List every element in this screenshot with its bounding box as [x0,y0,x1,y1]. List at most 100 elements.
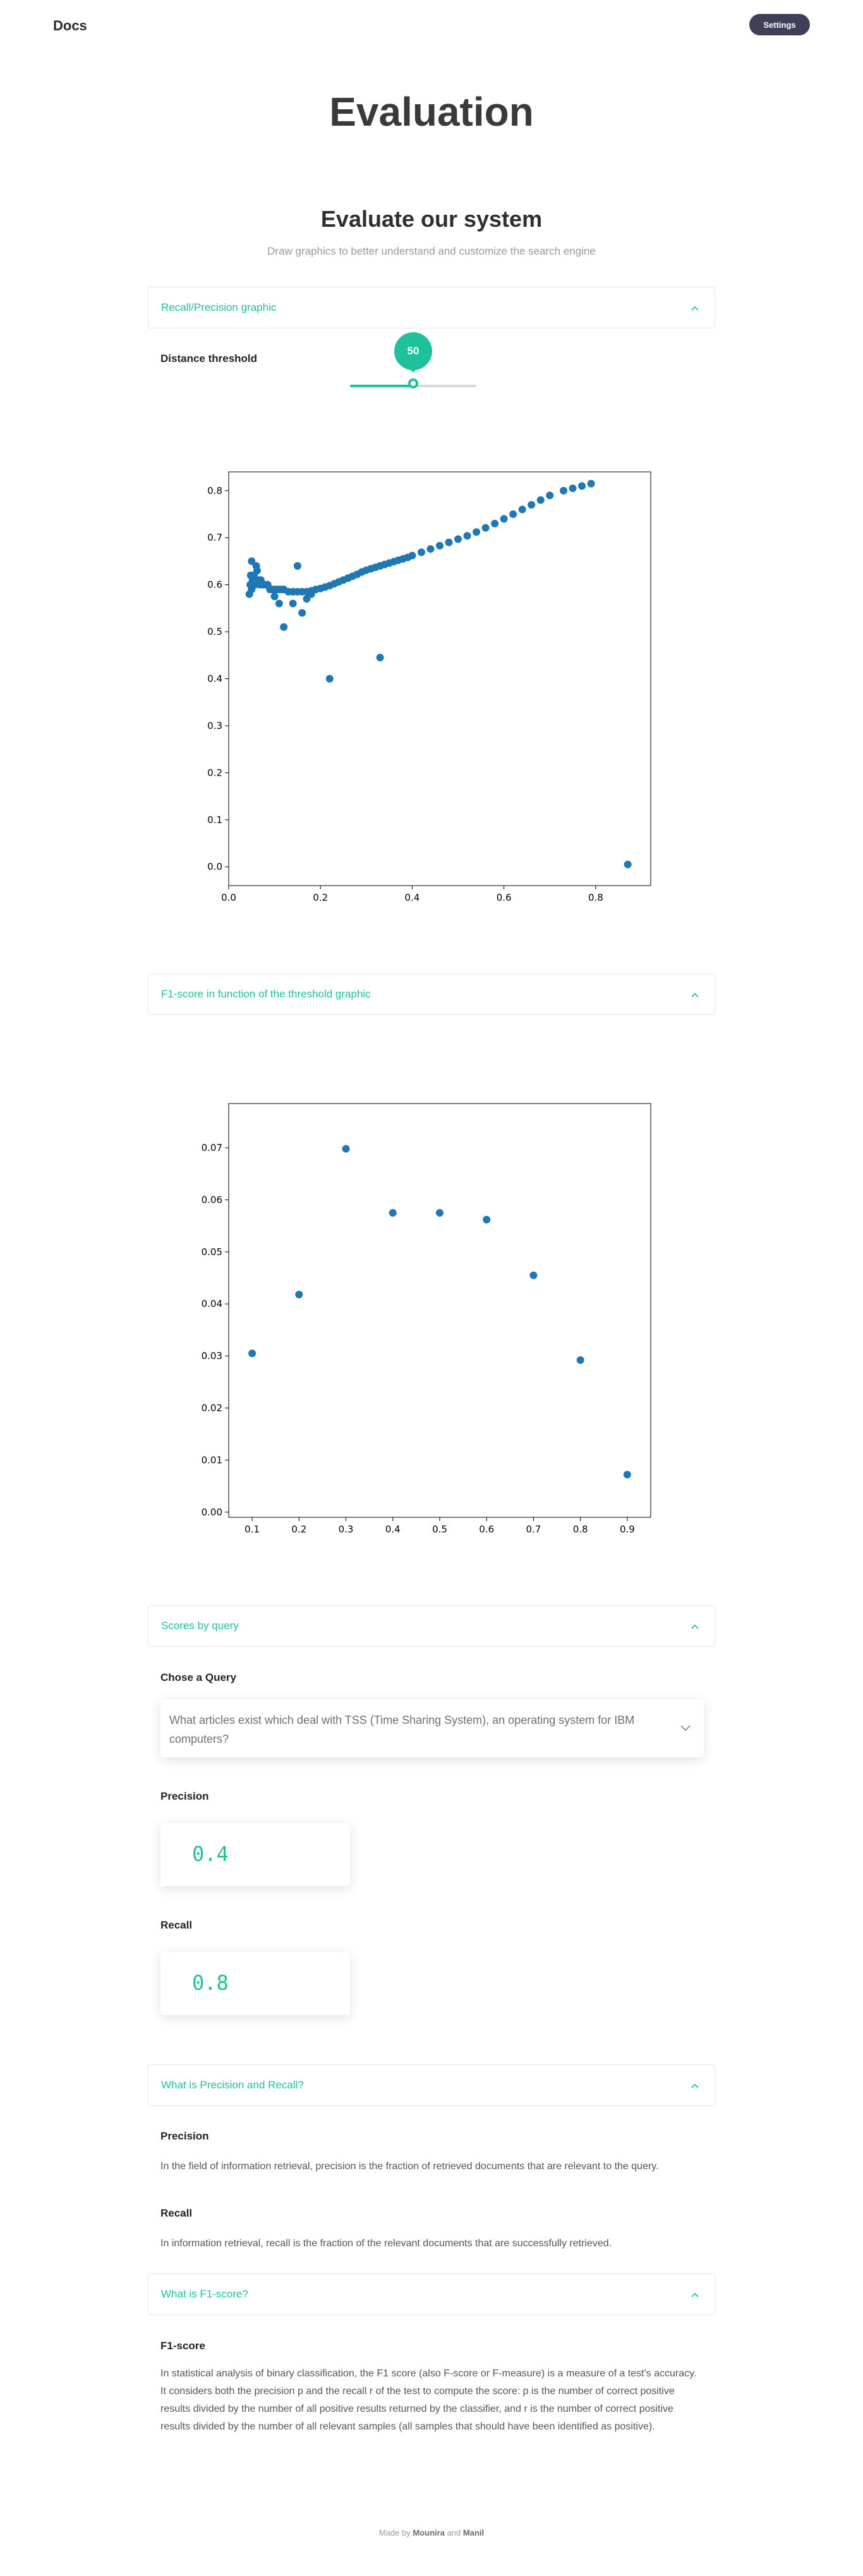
data-point [253,567,262,575]
data-point [417,548,425,557]
x-tick-label: 0.6 [497,892,512,903]
data-point [298,609,306,617]
x-tick-label: 0.5 [432,1524,447,1535]
settings-button[interactable]: Settings [749,14,810,35]
data-point [325,675,334,683]
data-point [376,654,384,662]
data-point [270,593,279,601]
slider-thumb[interactable] [408,378,418,388]
data-point [481,524,490,532]
recall-heading: Recall [160,2207,193,2219]
y-tick-label: 0.7 [207,532,222,543]
accordion-title: Recall/Precision graphic [161,301,277,313]
x-tick-label: 0.8 [588,892,603,903]
f1-threshold-chart: 0.1 0.2 0.3 0.4 0.5 0.6 0.7 0.8 0.9 0.00 0.01 0.02 0… [202,1103,651,1535]
y-tick-label: 0.1 [207,814,222,826]
data-point [454,535,462,543]
slider-fill [350,385,413,387]
data-point [275,599,283,608]
data-point [436,1209,444,1217]
accordion-what-precision-recall[interactable]: What is Precision and Recall? [148,2064,715,2106]
data-point [303,594,311,603]
data-point [536,496,545,504]
precision-heading: Precision [160,2130,209,2142]
y-tick-label: 0.6 [207,579,222,591]
f1-heading: F1-score [160,2340,205,2352]
y-tick-label: 0.02 [202,1402,222,1414]
accordion-what-f1[interactable]: What is F1-score? [148,2273,715,2315]
y-tick-label: 0.0 [207,861,222,872]
data-point [560,486,568,495]
brand-logo[interactable]: Docs [53,18,87,33]
data-point [528,501,536,509]
y-tick-label: 0.3 [207,720,222,731]
x-tick-label: 0.4 [385,1524,401,1535]
footer-prefix: Made by [378,2528,411,2537]
f1-description: In statistical analysis of binary classi… [160,2368,697,2432]
y-tick-label: 0.4 [207,673,222,685]
query-label: Chose a Query [160,1671,236,1683]
precision-value: 0.4 [192,1842,229,1866]
data-point [248,1349,256,1357]
accordion-title: What is Precision and Recall? [161,2079,304,2091]
chevron-up-icon [691,1624,699,1629]
footer-author-1: Mounira [413,2528,445,2537]
x-tick-label: 0.8 [573,1524,588,1535]
footer-author-2: Manil [462,2528,485,2537]
data-point [624,860,632,869]
y-tick-label: 0.5 [207,626,222,637]
data-point [529,1271,538,1279]
accordion-scores-by-query[interactable]: Scores by query [148,1605,715,1647]
data-point [445,538,453,546]
data-point [623,1471,631,1479]
x-tick-label: 0.4 [405,892,420,903]
data-point [578,482,586,490]
x-tick-label: 0.3 [339,1524,354,1535]
recall-value: 0.8 [192,1971,229,1995]
accordion-title: What is F1-score? [161,2288,248,2300]
y-tick-label: 0.07 [202,1142,222,1153]
y-tick-label: 0.03 [202,1351,222,1362]
x-tick-label: 0.2 [313,892,328,903]
data-point [483,1215,491,1224]
data-point [569,485,577,493]
x-tick-label: 0.9 [620,1524,635,1535]
y-tick-label: 0.00 [202,1507,222,1518]
precision-description: In the field of information retrieval, p… [160,2161,659,2172]
accordion-title: F1-score in function of the threshold gr… [161,988,371,1000]
recall-card: 0.8 [160,1952,350,2015]
data-point [307,590,315,598]
chevron-up-icon [691,2083,699,2088]
page-title: Evaluation [329,89,534,135]
data-point [546,491,554,500]
accordion-f1-threshold[interactable]: F1-score in function of the threshold gr… [148,973,715,1015]
data-point [426,545,435,553]
data-point [280,623,288,631]
footer-and: and [447,2528,461,2537]
chevron-up-icon [691,2292,699,2297]
distance-threshold-label: Distance threshold [160,352,258,364]
accordion-recall-precision[interactable]: Recall/Precision graphic [148,287,715,328]
chevron-up-icon [691,306,699,311]
slider-bubble-tail [406,364,421,373]
data-point [436,541,444,550]
data-point [248,557,256,565]
section-title: Evaluate our system [320,206,543,232]
y-tick-label: 0.05 [202,1246,222,1258]
data-point [587,479,595,488]
x-tick-label: 0.1 [244,1524,260,1535]
recall-label: Recall [160,1919,193,1931]
data-point [389,1209,397,1217]
data-point [473,528,481,536]
query-select[interactable]: What articles exist which deal with TSS … [160,1699,704,1757]
x-tick-label: 0.2 [291,1524,306,1535]
data-point [463,532,471,540]
x-tick-label: 0.7 [526,1524,541,1535]
plot-frame [228,471,651,886]
data-point [408,551,416,560]
y-tick-label: 0.2 [207,767,222,778]
precision-card: 0.4 [160,1823,350,1886]
data-point [518,505,526,514]
x-tick-label: 0.6 [479,1524,494,1535]
accordion-title: Scores by query [161,1620,239,1632]
